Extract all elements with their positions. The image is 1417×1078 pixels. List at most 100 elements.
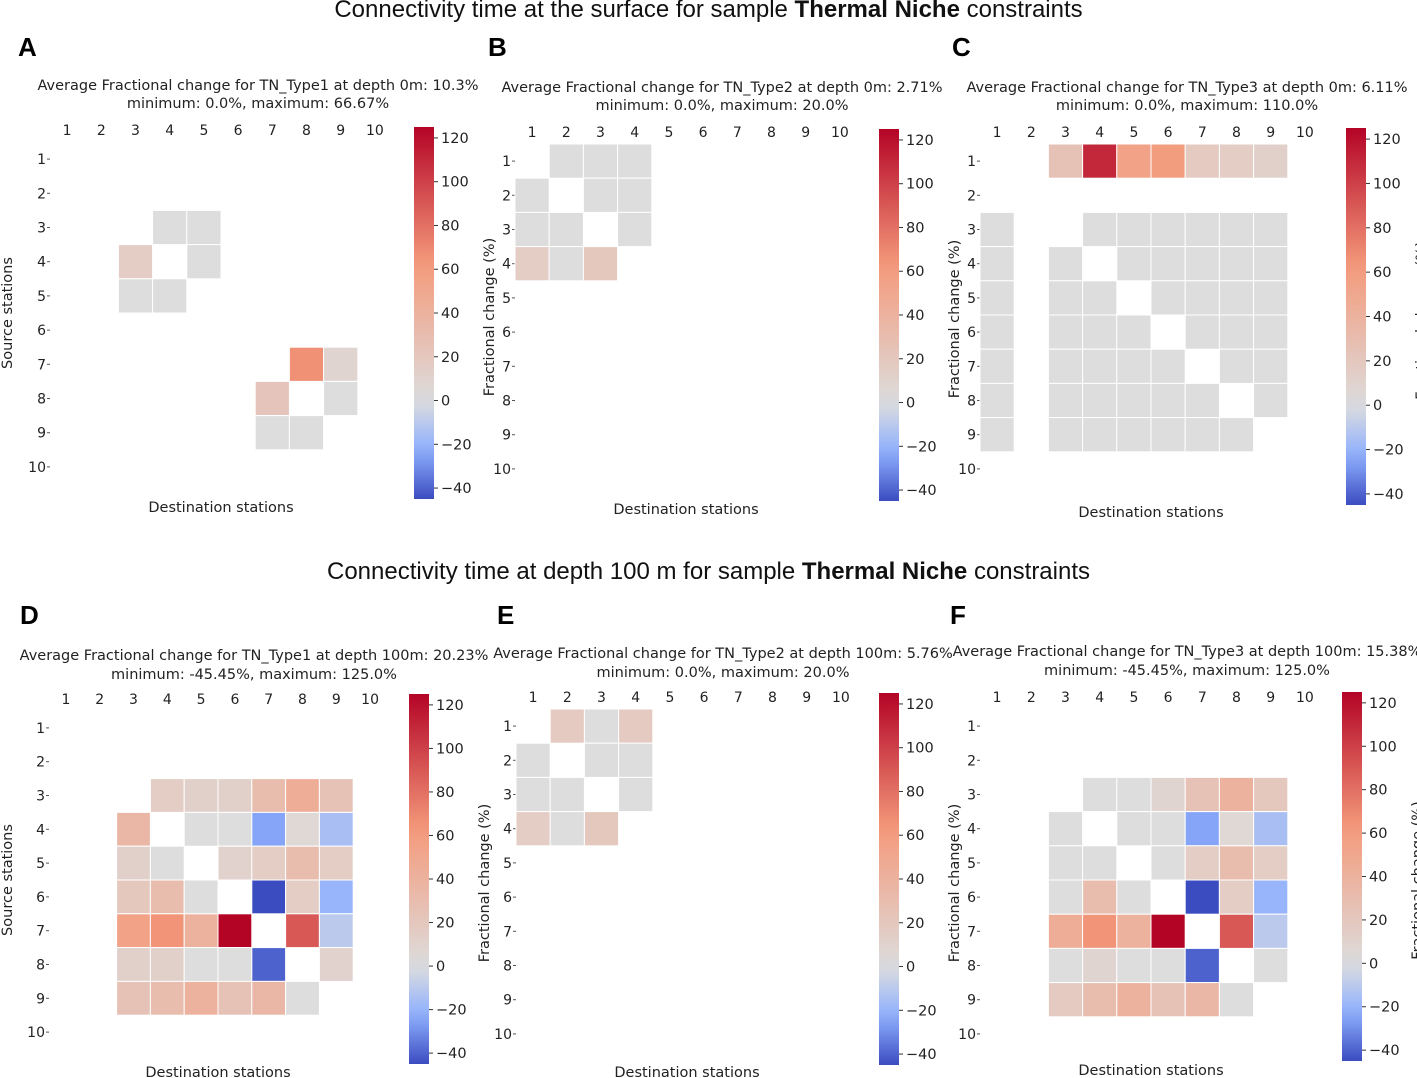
- heatmap-cell: [149, 845, 185, 881]
- x-tick-label: 1: [993, 125, 1002, 141]
- colorbar-tick-label: 0: [441, 394, 450, 410]
- heatmap-cell: [1150, 776, 1186, 813]
- subplot-subtitle: minimum: 0.0%, maximum: 66.67%: [127, 96, 389, 112]
- x-tick-label: 3: [131, 123, 140, 139]
- heatmap-cell: [549, 708, 585, 744]
- heatmap-cell: [318, 778, 354, 813]
- heatmap-cell: [1082, 348, 1118, 384]
- x-tick-label: 7: [1198, 125, 1207, 141]
- heatmap-cell: [1116, 348, 1152, 384]
- heatmap-cell: [618, 742, 654, 778]
- heatmap-cell: [149, 913, 185, 949]
- heatmap-cell: [1218, 879, 1255, 915]
- subplot-subtitle: minimum: -45.45%, maximum: 125.0%: [111, 667, 397, 683]
- heatmap-cell: [251, 879, 287, 915]
- y-tick-label: 2: [967, 188, 976, 204]
- heatmap-cell: [149, 980, 185, 1016]
- x-tick-label: 7: [264, 692, 273, 708]
- heatmap-cell: [1184, 143, 1220, 179]
- colorbar: [1346, 128, 1366, 505]
- x-tick-label: 3: [1061, 125, 1070, 141]
- y-tick-label: 7: [967, 359, 976, 375]
- heatmap-cell: [1116, 776, 1152, 813]
- subplot-subtitle: minimum: 0.0%, maximum: 110.0%: [1056, 98, 1318, 114]
- heatmap-cell: [582, 143, 619, 179]
- x-tick-label: 4: [1095, 690, 1104, 706]
- colorbar: [879, 693, 899, 1065]
- heatmap-cell: [1116, 811, 1152, 847]
- subplot-title: Average Fractional change for TN_Type2 a…: [501, 80, 942, 96]
- y-tick-label: 2: [37, 186, 46, 202]
- heatmap-cell: [1116, 246, 1152, 282]
- colorbar: [409, 694, 429, 1064]
- x-tick-label: 10: [831, 125, 849, 141]
- heatmap-cell: [251, 980, 287, 1016]
- y-tick-label: 6: [503, 890, 512, 906]
- x-tick-label: 8: [298, 692, 307, 708]
- x-tick-label: 10: [361, 692, 379, 708]
- heatmap-cell: [514, 246, 550, 282]
- x-axis-label: Destination stations: [1078, 505, 1223, 521]
- heatmap-cell: [1047, 417, 1084, 453]
- heatmap-cell: [318, 845, 354, 881]
- heatmap-cell: [251, 947, 287, 982]
- heatmap-cell: [1218, 913, 1255, 949]
- heatmap-cell: [285, 879, 320, 915]
- heatmap-cell: [217, 845, 253, 881]
- colorbar-tick-label: 40: [1369, 870, 1387, 886]
- colorbar-tick-label: 80: [441, 218, 459, 234]
- x-axis-label: Destination stations: [613, 502, 758, 518]
- x-tick-label: 9: [332, 692, 341, 708]
- y-tick-label: 8: [37, 392, 46, 408]
- y-tick-label: 2: [36, 755, 45, 771]
- x-tick-label: 6: [1164, 690, 1173, 706]
- y-tick-label: 8: [503, 959, 512, 975]
- heatmap-cell: [1047, 811, 1084, 847]
- x-tick-label: 9: [802, 690, 811, 706]
- x-tick-label: 6: [700, 690, 709, 706]
- heatmap-cell: [548, 143, 584, 179]
- heatmap-cell: [979, 211, 1015, 248]
- heatmap-cell: [183, 811, 219, 847]
- x-tick-label: 8: [1232, 125, 1241, 141]
- y-tick-label: 10: [494, 1027, 512, 1043]
- y-tick-label: 1: [502, 154, 511, 170]
- colorbar-tick-label: 40: [906, 308, 924, 324]
- y-tick-label: 8: [967, 959, 976, 975]
- heatmap-cell: [1047, 280, 1084, 316]
- colorbar-tick-label: 0: [906, 396, 915, 412]
- heatmap-cell: [514, 177, 550, 213]
- y-tick-label: 5: [967, 856, 976, 872]
- colorbar: [414, 127, 434, 499]
- heatmap-panel-f: Average Fractional change for TN_Type3 a…: [953, 644, 1417, 1078]
- y-tick-label: 3: [967, 788, 976, 804]
- colorbar-tick-label: 20: [906, 916, 924, 932]
- section-title-surface: Connectivity time at the surface for sam…: [0, 0, 1417, 24]
- heatmap-cell: [149, 778, 185, 813]
- heatmap-cell: [1218, 417, 1255, 453]
- heatmap-cell: [1150, 348, 1186, 384]
- y-tick-label: 4: [36, 822, 45, 838]
- x-tick-label: 9: [336, 123, 345, 139]
- x-tick-label: 5: [199, 123, 208, 139]
- colorbar-tick-label: 60: [1369, 826, 1387, 842]
- title-text: Connectivity time at depth 100 m for sam…: [327, 558, 802, 585]
- y-tick-label: 6: [36, 890, 45, 906]
- x-tick-label: 1: [529, 690, 538, 706]
- heatmap-cell: [117, 244, 154, 280]
- heatmap-cell: [1047, 246, 1084, 282]
- heatmap-cell: [1116, 382, 1152, 419]
- heatmap-cell: [251, 811, 287, 847]
- heatmap-cell: [1150, 143, 1186, 179]
- colorbar-tick-label: 20: [441, 350, 459, 366]
- heatmap-cell: [618, 776, 654, 813]
- heatmap-cell: [1253, 776, 1289, 813]
- heatmap-cell: [549, 811, 585, 847]
- x-tick-label: 4: [631, 690, 640, 706]
- x-tick-label: 9: [801, 125, 810, 141]
- colorbar-tick-label: 100: [441, 175, 469, 191]
- colorbar-tick-label: 100: [436, 741, 464, 757]
- x-tick-label: 5: [665, 690, 674, 706]
- x-tick-label: 6: [230, 692, 239, 708]
